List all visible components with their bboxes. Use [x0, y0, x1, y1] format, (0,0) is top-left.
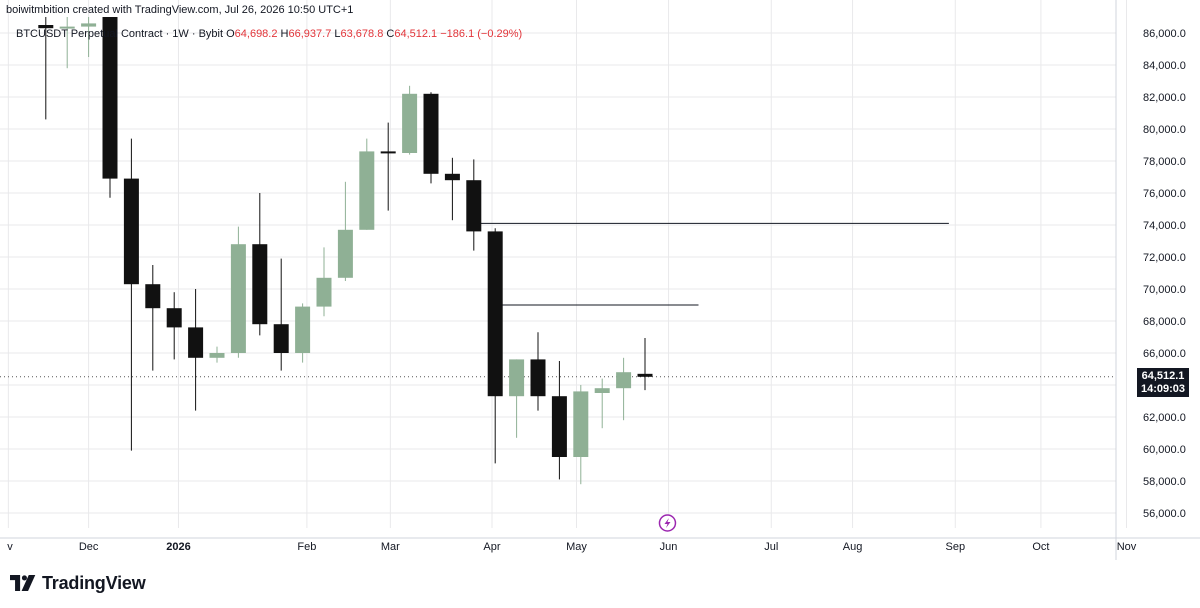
candle-body: [573, 391, 589, 457]
tradingview-brand[interactable]: TradingView: [10, 571, 146, 595]
candle-body: [487, 231, 503, 397]
x-tick-label: Oct: [1032, 541, 1049, 553]
x-tick-label: Sep: [946, 541, 966, 553]
tradingview-wordmark: TradingView: [42, 572, 146, 593]
symbol-title[interactable]: BTCUSDT Perpetual Contract · 1W · Bybit: [16, 28, 224, 40]
open-value: 64,698.2: [234, 28, 278, 40]
x-tick-label: 2026: [166, 541, 190, 553]
candle-body: [102, 17, 118, 179]
symbol-legend[interactable]: BTCUSDT Perpetual Contract · 1W · Bybit …: [16, 28, 522, 40]
candle-body: [81, 23, 97, 27]
low-value: 63,678.8: [340, 28, 384, 40]
x-tick-label: Feb: [297, 541, 316, 553]
y-tick-label: 56,000.0: [1143, 508, 1186, 520]
candle-body: [273, 324, 289, 353]
bar-countdown-badge: 14:09:03: [1137, 380, 1189, 397]
open-label: O: [226, 28, 235, 40]
candle-body: [316, 277, 332, 307]
y-tick-label: 78,000.0: [1143, 156, 1186, 168]
candle-body: [423, 93, 439, 174]
x-tick-label: v: [7, 541, 13, 553]
attribution-text: boiwitmbition created with TradingView.c…: [6, 4, 354, 16]
x-tick-label: May: [566, 541, 587, 553]
candle-body: [466, 180, 482, 232]
y-tick-label: 60,000.0: [1143, 444, 1186, 456]
high-label: H: [280, 28, 289, 40]
x-tick-label: Dec: [79, 541, 99, 553]
x-tick-label: Mar: [381, 541, 400, 553]
y-tick-label: 72,000.0: [1143, 252, 1186, 264]
lightning-glyph: [664, 518, 671, 528]
candle-body: [295, 306, 311, 353]
low-label: L: [334, 28, 341, 40]
close-label: C: [386, 28, 395, 40]
close-value: 64,512.1: [394, 28, 438, 40]
candle-body: [444, 173, 460, 181]
candle-body: [551, 396, 567, 457]
candle-body: [166, 308, 182, 328]
candle-body: [59, 26, 75, 29]
candle-body: [637, 373, 653, 377]
change-value: −186.1 (−0.29%): [440, 28, 523, 40]
x-tick-label: Jun: [660, 541, 678, 553]
candle-body: [337, 229, 353, 278]
candle-body: [402, 93, 418, 153]
y-tick-label: 76,000.0: [1143, 188, 1186, 200]
y-tick-label: 84,000.0: [1143, 60, 1186, 72]
candle-body: [145, 284, 161, 309]
y-tick-label: 68,000.0: [1143, 316, 1186, 328]
tradingview-logo-icon: [10, 575, 36, 591]
candle-body: [616, 372, 632, 389]
y-tick-label: 82,000.0: [1143, 92, 1186, 104]
current-price-badge: 64,512.1: [1137, 367, 1189, 384]
candle-body: [380, 151, 396, 154]
y-tick-label: 66,000.0: [1143, 348, 1186, 360]
x-tick-label: Aug: [843, 541, 863, 553]
y-tick-label: 70,000.0: [1143, 284, 1186, 296]
x-tick-label: Apr: [483, 541, 500, 553]
candle-body: [123, 178, 139, 285]
x-tick-label: Nov: [1117, 541, 1137, 553]
y-tick-label: 58,000.0: [1143, 476, 1186, 488]
high-value: 66,937.7: [288, 28, 332, 40]
y-tick-label: 80,000.0: [1143, 124, 1186, 136]
candle-body: [594, 388, 610, 393]
candle-body: [188, 327, 204, 358]
candle-body: [530, 359, 546, 397]
candle-body: [230, 244, 246, 353]
y-tick-label: 62,000.0: [1143, 412, 1186, 424]
x-tick-label: Jul: [764, 541, 778, 553]
y-tick-label: 74,000.0: [1143, 220, 1186, 232]
candle-body: [509, 359, 525, 397]
candle-body: [252, 244, 268, 325]
candle-body: [359, 151, 375, 230]
candle-body: [38, 25, 54, 29]
candle-body: [209, 353, 225, 358]
y-tick-label: 86,000.0: [1143, 28, 1186, 40]
